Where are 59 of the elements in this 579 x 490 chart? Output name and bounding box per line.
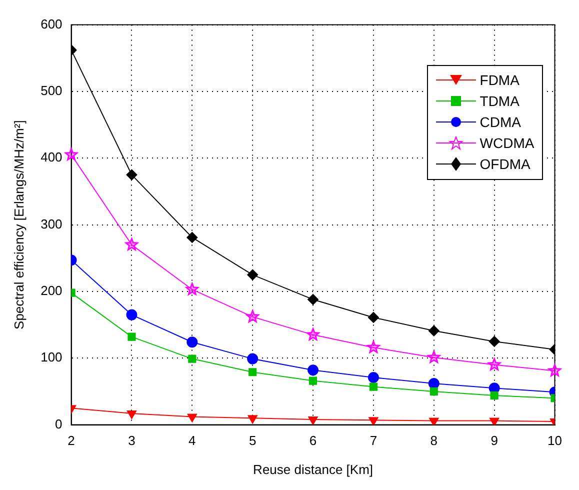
- point: [128, 332, 136, 341]
- x-tick-label: 3: [128, 433, 136, 448]
- x-tick-label: 5: [248, 433, 256, 448]
- point: [186, 336, 198, 348]
- point: [247, 269, 258, 280]
- point: [126, 309, 138, 320]
- point: [548, 364, 562, 376]
- point: [246, 310, 259, 322]
- point: [427, 350, 440, 364]
- x-tick-label: 9: [490, 433, 498, 448]
- point: [64, 148, 78, 160]
- y-tick-label: 100: [40, 350, 62, 365]
- point: [248, 415, 258, 424]
- x-tick-label: 7: [370, 433, 378, 448]
- point: [125, 238, 138, 250]
- legend-label: FDMA: [480, 72, 520, 88]
- point: [126, 410, 137, 419]
- legend-label: OFDMA: [480, 156, 530, 172]
- point: [488, 358, 501, 370]
- y-tick-label: 400: [40, 150, 62, 165]
- y-tick-label: 500: [40, 83, 62, 98]
- point: [308, 294, 319, 305]
- point: [186, 282, 199, 296]
- y-tick-label: 300: [40, 216, 62, 232]
- y-axis-title: Spectral efficiency [Erlangs/MHz/m²]: [11, 120, 26, 330]
- y-tick-label: 600: [40, 16, 62, 32]
- point: [490, 391, 498, 400]
- point: [187, 414, 197, 422]
- y-tick-label: 0: [55, 416, 62, 432]
- point: [126, 169, 138, 180]
- x-tick-label: 4: [188, 433, 196, 448]
- point: [368, 417, 378, 425]
- x-tick-label: 8: [430, 433, 438, 448]
- point: [428, 325, 440, 336]
- point: [488, 336, 500, 347]
- point: [368, 372, 379, 383]
- legend-label: CDMA: [480, 114, 521, 130]
- point: [367, 340, 380, 354]
- point: [369, 382, 378, 391]
- point: [306, 328, 320, 340]
- point: [428, 378, 440, 389]
- point: [430, 387, 438, 396]
- point: [308, 416, 318, 425]
- legend-label: TDMA: [480, 93, 520, 110]
- point: [248, 368, 257, 376]
- point: [368, 312, 379, 323]
- point: [490, 418, 500, 425]
- point: [188, 354, 196, 363]
- point: [308, 364, 319, 376]
- point: [186, 232, 198, 243]
- x-tick-label: 10: [548, 433, 562, 448]
- point: [429, 418, 439, 425]
- point: [308, 376, 318, 385]
- legend-label: WCDMA: [480, 135, 534, 152]
- x-tick-label: 6: [309, 433, 317, 448]
- x-axis-title: Reuse distance [Km]: [253, 462, 374, 477]
- point: [247, 353, 258, 364]
- y-tick-label: 200: [40, 283, 62, 298]
- x-tick-label: 2: [68, 433, 75, 448]
